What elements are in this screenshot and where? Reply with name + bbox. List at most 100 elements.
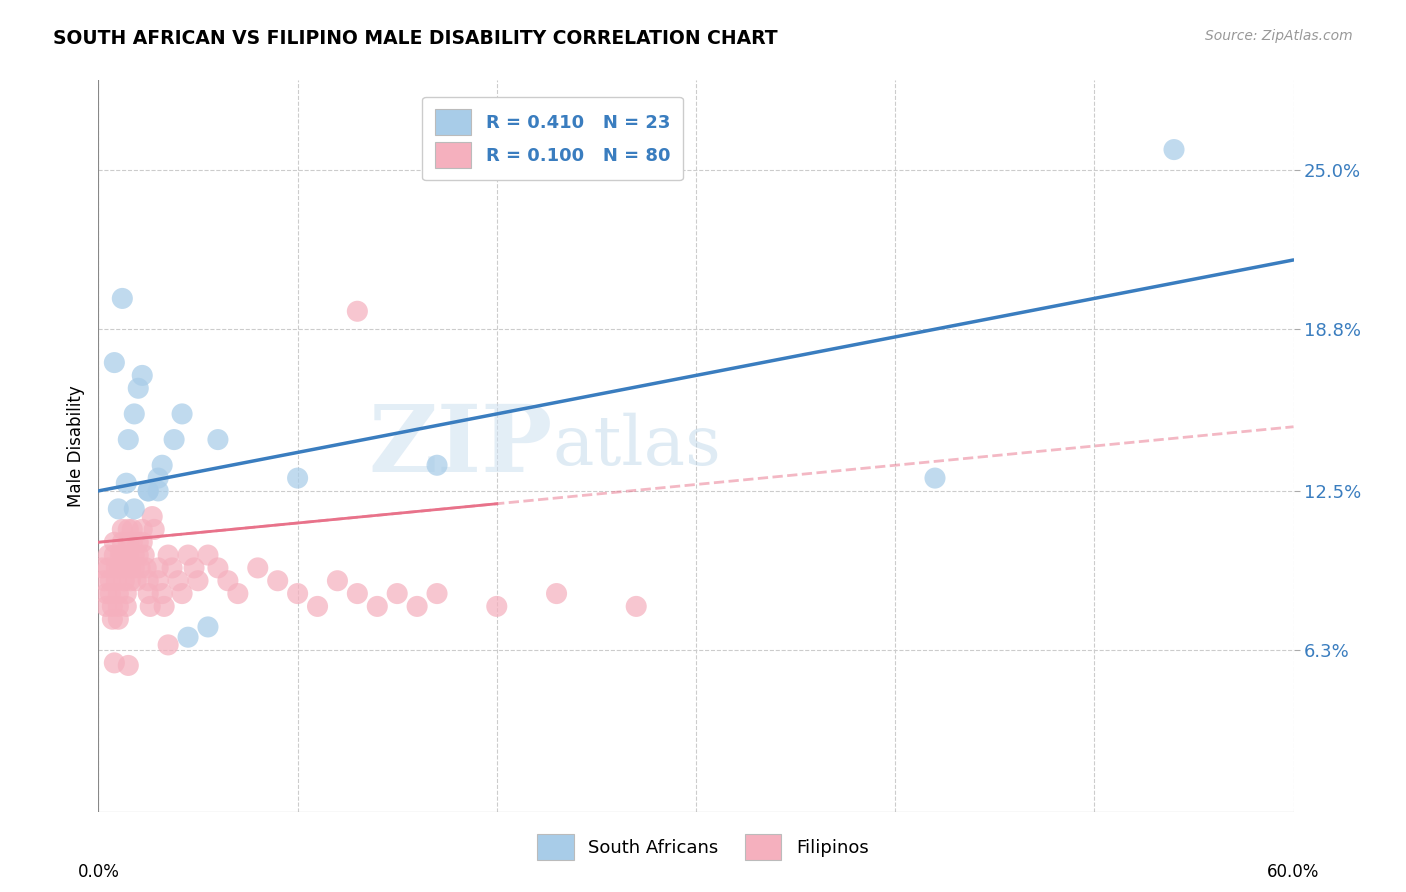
Point — [117, 523, 139, 537]
Point — [124, 561, 146, 575]
Point — [148, 561, 170, 575]
Point — [98, 586, 122, 600]
Point — [141, 509, 163, 524]
Point — [139, 599, 162, 614]
Point — [105, 561, 128, 575]
Point — [117, 658, 139, 673]
Point — [121, 535, 143, 549]
Point — [107, 612, 129, 626]
Text: atlas: atlas — [553, 413, 721, 479]
Point — [157, 548, 180, 562]
Text: Source: ZipAtlas.com: Source: ZipAtlas.com — [1205, 29, 1353, 43]
Point — [127, 381, 149, 395]
Point — [626, 599, 648, 614]
Point — [385, 586, 409, 600]
Point — [406, 599, 429, 614]
Point — [287, 471, 309, 485]
Point — [135, 561, 157, 575]
Point — [172, 407, 194, 421]
Point — [127, 535, 149, 549]
Point — [246, 561, 269, 575]
Point — [117, 433, 139, 447]
Point — [134, 548, 156, 562]
Legend: South Africans, Filipinos: South Africans, Filipinos — [530, 827, 876, 867]
Point — [111, 523, 134, 537]
Point — [131, 535, 153, 549]
Text: 0.0%: 0.0% — [77, 863, 120, 881]
Point — [226, 586, 249, 600]
Point — [103, 548, 125, 562]
Point — [103, 535, 125, 549]
Point — [217, 574, 239, 588]
Point — [924, 471, 946, 485]
Point — [197, 548, 219, 562]
Point — [207, 561, 229, 575]
Point — [124, 501, 146, 516]
Point — [101, 612, 124, 626]
Point — [187, 574, 209, 588]
Point — [136, 483, 159, 498]
Y-axis label: Male Disability: Male Disability — [66, 385, 84, 507]
Point — [167, 574, 190, 588]
Point — [110, 548, 132, 562]
Point — [136, 574, 159, 588]
Point — [117, 535, 139, 549]
Point — [124, 548, 146, 562]
Point — [131, 523, 153, 537]
Point — [97, 561, 120, 575]
Point — [148, 483, 170, 498]
Point — [163, 433, 186, 447]
Point — [93, 574, 115, 588]
Point — [148, 471, 170, 485]
Point — [177, 630, 200, 644]
Point — [127, 548, 149, 562]
Point — [107, 599, 129, 614]
Point — [129, 561, 152, 575]
Point — [366, 599, 388, 614]
Point — [546, 586, 568, 600]
Point — [117, 548, 139, 562]
Point — [101, 599, 124, 614]
Text: 60.0%: 60.0% — [1267, 863, 1320, 881]
Point — [287, 586, 309, 600]
Point — [96, 599, 118, 614]
Point — [136, 586, 159, 600]
Point — [150, 586, 173, 600]
Point — [97, 548, 120, 562]
Point — [426, 586, 449, 600]
Text: SOUTH AFRICAN VS FILIPINO MALE DISABILITY CORRELATION CHART: SOUTH AFRICAN VS FILIPINO MALE DISABILIT… — [53, 29, 778, 47]
Point — [107, 586, 129, 600]
Point — [197, 620, 219, 634]
Point — [157, 638, 180, 652]
Point — [115, 476, 138, 491]
Point — [307, 599, 329, 614]
Point — [124, 407, 146, 421]
Point — [160, 561, 183, 575]
Point — [177, 548, 200, 562]
Point — [143, 523, 166, 537]
Point — [120, 574, 142, 588]
Legend: R = 0.410   N = 23, R = 0.100   N = 80: R = 0.410 N = 23, R = 0.100 N = 80 — [422, 96, 683, 180]
Point — [110, 561, 132, 575]
Point — [121, 523, 143, 537]
Point — [115, 586, 138, 600]
Point — [103, 355, 125, 369]
Point — [111, 535, 134, 549]
Point — [112, 561, 135, 575]
Point — [346, 304, 368, 318]
Point — [115, 599, 138, 614]
Point — [105, 574, 128, 588]
Point — [103, 656, 125, 670]
Point — [346, 586, 368, 600]
Point — [485, 599, 508, 614]
Point — [172, 586, 194, 600]
Point — [267, 574, 290, 588]
Point — [326, 574, 349, 588]
Point — [148, 574, 170, 588]
Point — [96, 586, 118, 600]
Point — [125, 574, 148, 588]
Point — [112, 574, 135, 588]
Point — [136, 483, 159, 498]
Point — [1163, 143, 1185, 157]
Point — [111, 292, 134, 306]
